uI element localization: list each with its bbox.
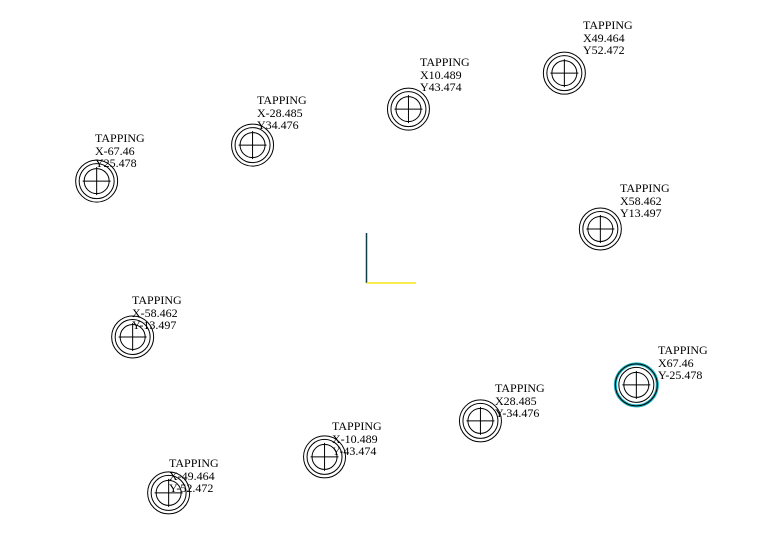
hole-outer-circle: [458, 399, 502, 443]
hole-middle-circle: [618, 366, 655, 403]
tapping-hole-symbol[interactable]: [542, 51, 586, 95]
tapping-hole-symbol[interactable]: [111, 315, 155, 359]
y-coordinate-text: Y-43.474: [332, 444, 377, 458]
hole-middle-circle: [150, 474, 187, 511]
x-coordinate-text: X10.489: [420, 67, 462, 82]
hole-label: TAPPING X49.464 Y52.472: [583, 19, 633, 57]
x-coordinate-text: X-58.462: [132, 305, 178, 320]
hole-label: TAPPING X-67.46 Y25.478: [95, 132, 145, 170]
x-coordinate-text: X-28.485: [257, 105, 303, 120]
hole-middle-circle: [546, 55, 583, 92]
origin-axes: [365, 233, 416, 284]
operation-text: TAPPING: [95, 131, 145, 145]
holes-layer: [75, 51, 659, 515]
y-coordinate-text: Y52.472: [583, 43, 625, 57]
tapping-hole-symbol[interactable]: [578, 207, 622, 251]
hole-outer-circle: [147, 471, 191, 515]
hole-outer-circle: [75, 159, 119, 203]
y-coordinate-text: Y25.478: [95, 156, 137, 170]
hole-middle-circle: [114, 318, 151, 355]
x-coordinate-text: X58.462: [620, 193, 662, 208]
operation-text: TAPPING: [583, 18, 633, 32]
hole-outer-circle: [111, 315, 155, 359]
operation-text: TAPPING: [420, 55, 470, 69]
tapping-hole-symbol[interactable]: [613, 362, 659, 408]
hole-middle-circle: [234, 127, 271, 164]
x-coordinate-text: X-67.46: [95, 143, 135, 158]
operation-text: TAPPING: [169, 456, 219, 470]
hole-outer-circle: [231, 123, 275, 167]
x-coordinate-text: X49.464: [583, 30, 625, 45]
x-coordinate-text: X-10.489: [332, 431, 378, 446]
tapping-hole-symbol[interactable]: [231, 123, 275, 167]
hole-label: TAPPING X-49.464 Y-52.472: [169, 457, 219, 495]
operation-text: TAPPING: [658, 343, 708, 357]
hole-outer-circle: [386, 87, 430, 131]
tapping-hole-symbol[interactable]: [386, 87, 430, 131]
x-coordinate-text: X28.485: [495, 393, 537, 408]
y-coordinate-text: Y-25.478: [658, 368, 703, 382]
y-coordinate-text: Y13.497: [620, 206, 662, 220]
hole-middle-circle: [78, 163, 115, 200]
hole-label: TAPPING X-58.462 Y-13.497: [132, 294, 182, 332]
tapping-hole-symbol[interactable]: [303, 435, 347, 479]
hole-outer-circle: [542, 51, 586, 95]
tapping-hole-symbol[interactable]: [458, 399, 502, 443]
y-coordinate-text: Y-52.472: [169, 481, 214, 495]
hole-outer-circle: [578, 207, 622, 251]
operation-text: TAPPING: [620, 181, 670, 195]
y-coordinate-text: Y-34.476: [495, 406, 540, 420]
hole-middle-circle: [462, 402, 499, 439]
hole-label: TAPPING X-28.485 Y34.476: [257, 94, 307, 132]
operation-text: TAPPING: [495, 381, 545, 395]
hole-outer-circle: [614, 363, 658, 407]
hole-label: TAPPING X28.485 Y-34.476: [495, 382, 545, 420]
x-coordinate-text: X67.46: [658, 355, 694, 370]
y-coordinate-text: Y43.474: [420, 80, 462, 94]
hole-label: TAPPING X10.489 Y43.474: [420, 56, 470, 94]
hole-label: TAPPING X67.46 Y-25.478: [658, 344, 708, 382]
x-coordinate-text: X-49.464: [169, 468, 215, 483]
hole-outer-circle: [303, 435, 347, 479]
hole-middle-circle: [582, 211, 619, 248]
hole-label: TAPPING X58.462 Y13.497: [620, 182, 670, 220]
hole-middle-circle: [390, 91, 427, 128]
hole-label: TAPPING X-10.489 Y-43.474: [332, 420, 382, 458]
operation-text: TAPPING: [132, 293, 182, 307]
hole-middle-circle: [306, 438, 343, 475]
operation-text: TAPPING: [257, 93, 307, 107]
operation-text: TAPPING: [332, 419, 382, 433]
y-coordinate-text: Y34.476: [257, 118, 299, 132]
tapping-hole-symbol[interactable]: [75, 159, 119, 203]
y-coordinate-text: Y-13.497: [132, 318, 177, 332]
tapping-hole-symbol[interactable]: [147, 471, 191, 515]
